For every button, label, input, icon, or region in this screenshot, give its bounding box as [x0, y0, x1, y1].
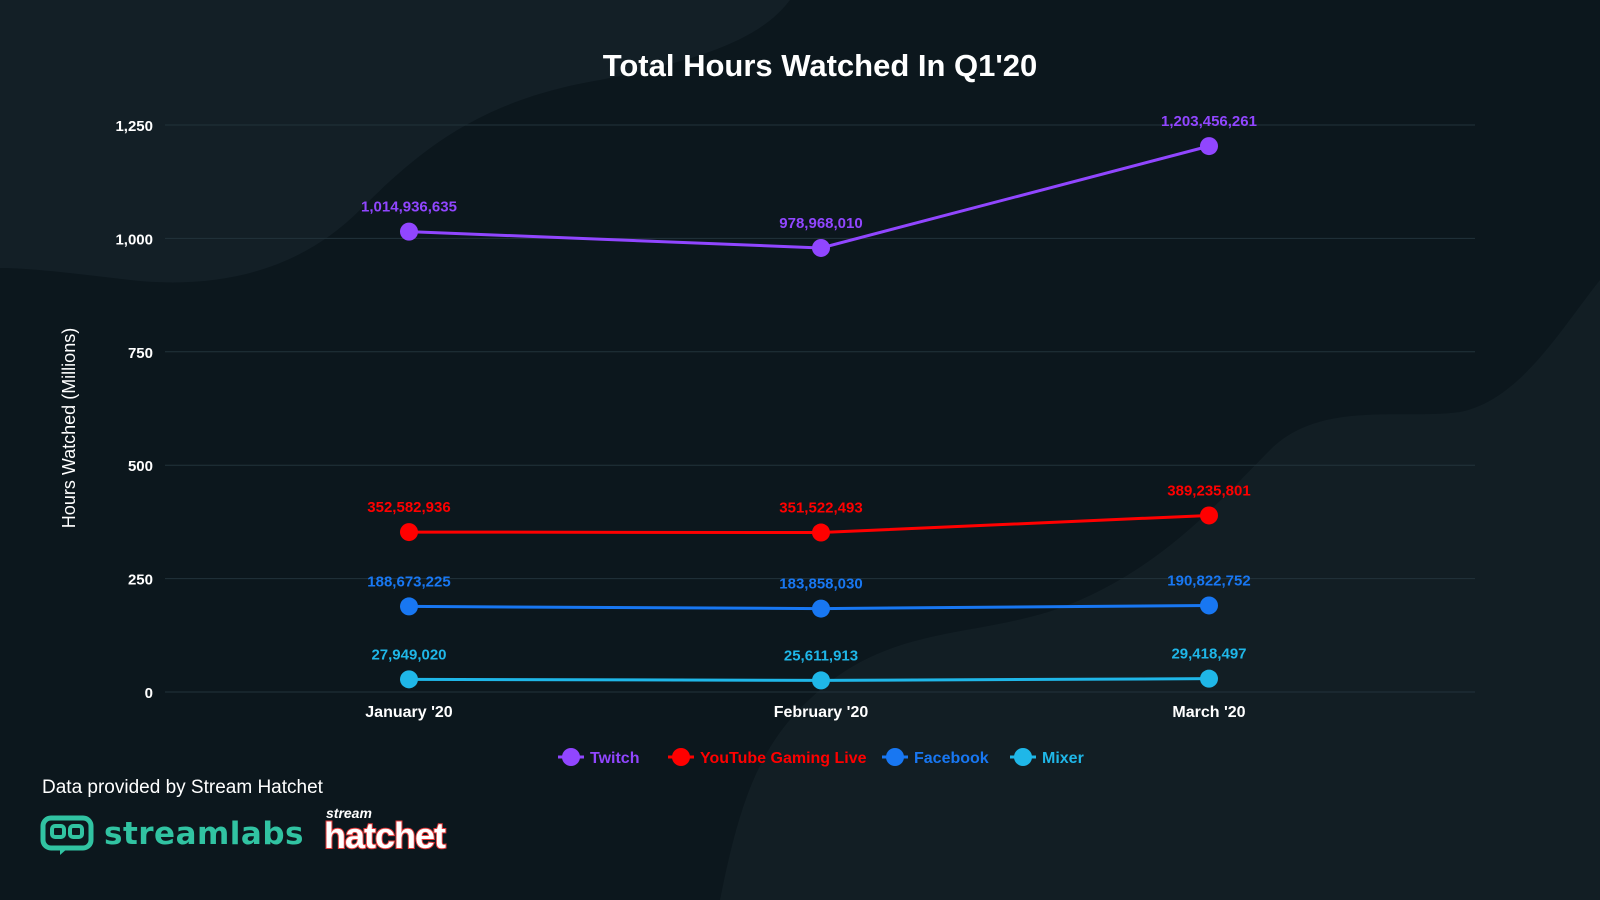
streamlabs-wordmark: streamlabs: [104, 816, 304, 852]
legend-label: YouTube Gaming Live: [700, 750, 867, 767]
data-point: [1200, 669, 1218, 688]
grid-lines: [165, 124, 1475, 693]
series-line: [408, 144, 1210, 250]
data-point: [812, 599, 830, 618]
data-label: 978,968,010: [779, 215, 862, 232]
legend-marker: [562, 748, 580, 766]
x-tick-label: March '20: [1172, 704, 1245, 721]
y-tick-label: 500: [128, 458, 153, 475]
data-label: 351,522,493: [779, 500, 862, 517]
data-point: [1200, 596, 1218, 615]
data-point: [1200, 137, 1218, 156]
data-point: [400, 670, 418, 689]
y-tick-label: 250: [128, 572, 153, 589]
y-tick-label: 1,250: [115, 118, 153, 135]
footer-logos: streamlabs stream hatchet: [40, 805, 462, 862]
legend-label: Twitch: [590, 750, 639, 767]
data-label: 188,673,225: [367, 573, 450, 590]
data-point: [812, 238, 830, 257]
y-axis-label: Hours Watched (Millions): [59, 328, 79, 528]
stream-hatchet-logo: stream hatchet: [323, 805, 462, 859]
data-label: 27,949,020: [371, 646, 446, 663]
legend-marker: [1014, 748, 1032, 766]
y-axis-ticks: 0 250 500 750 1,000 1,250: [115, 118, 153, 702]
data-label: 190,822,752: [1167, 572, 1250, 589]
stream-hatchet-wordmark: hatchet: [323, 814, 447, 857]
data-point: [812, 671, 830, 690]
x-tick-label: January '20: [365, 704, 453, 721]
y-tick-label: 0: [145, 685, 153, 702]
legend-item: Mixer: [1010, 748, 1084, 767]
x-axis-ticks: January '20 February '20 March '20: [365, 704, 1245, 721]
x-tick-label: February '20: [774, 704, 869, 721]
data-point: [400, 597, 418, 616]
data-credit: Data provided by Stream Hatchet: [42, 777, 323, 798]
data-label: 29,418,497: [1171, 646, 1246, 663]
data-point: [400, 523, 418, 542]
y-tick-label: 750: [128, 345, 153, 362]
series-youtube-gaming-live: 352,582,936 351,522,493 389,235,801: [367, 482, 1251, 542]
legend-marker: [672, 748, 690, 766]
legend-item: Twitch: [558, 748, 639, 767]
legend-label: Mixer: [1042, 750, 1084, 767]
data-label: 183,858,030: [779, 576, 862, 593]
streamlabs-icon: [40, 815, 94, 855]
legend-label: Facebook: [914, 750, 989, 767]
data-label: 1,203,456,261: [1161, 113, 1257, 130]
legend-item: Facebook: [882, 748, 989, 767]
data-label: 352,582,936: [367, 499, 450, 516]
series-group: 1,014,936,635 978,968,010 1,203,456,261 352…: [361, 113, 1257, 690]
y-tick-label: 1,000: [115, 231, 153, 248]
legend-marker: [886, 748, 904, 766]
stream-hatchet-wordmark-top: stream: [326, 805, 372, 821]
chart-title: Total Hours Watched In Q1'20: [603, 48, 1038, 83]
data-label: 25,611,913: [784, 647, 858, 664]
data-label: 389,235,801: [1167, 482, 1250, 499]
legend: Twitch YouTube Gaming Live Facebook Mixer: [558, 748, 1084, 767]
series-facebook: 188,673,225 183,858,030 190,822,752: [367, 572, 1251, 618]
series-line: [408, 677, 1210, 682]
legend-item: YouTube Gaming Live: [668, 748, 867, 767]
series-line: [408, 513, 1210, 535]
streamlabs-logo: streamlabs: [40, 812, 304, 856]
data-point: [400, 222, 418, 241]
series-mixer: 27,949,020 25,611,913 29,418,497: [371, 646, 1247, 690]
data-point: [1200, 506, 1218, 525]
series-twitch: 1,014,936,635 978,968,010 1,203,456,261: [361, 113, 1257, 257]
data-point: [812, 523, 830, 542]
data-label: 1,014,936,635: [361, 199, 457, 216]
